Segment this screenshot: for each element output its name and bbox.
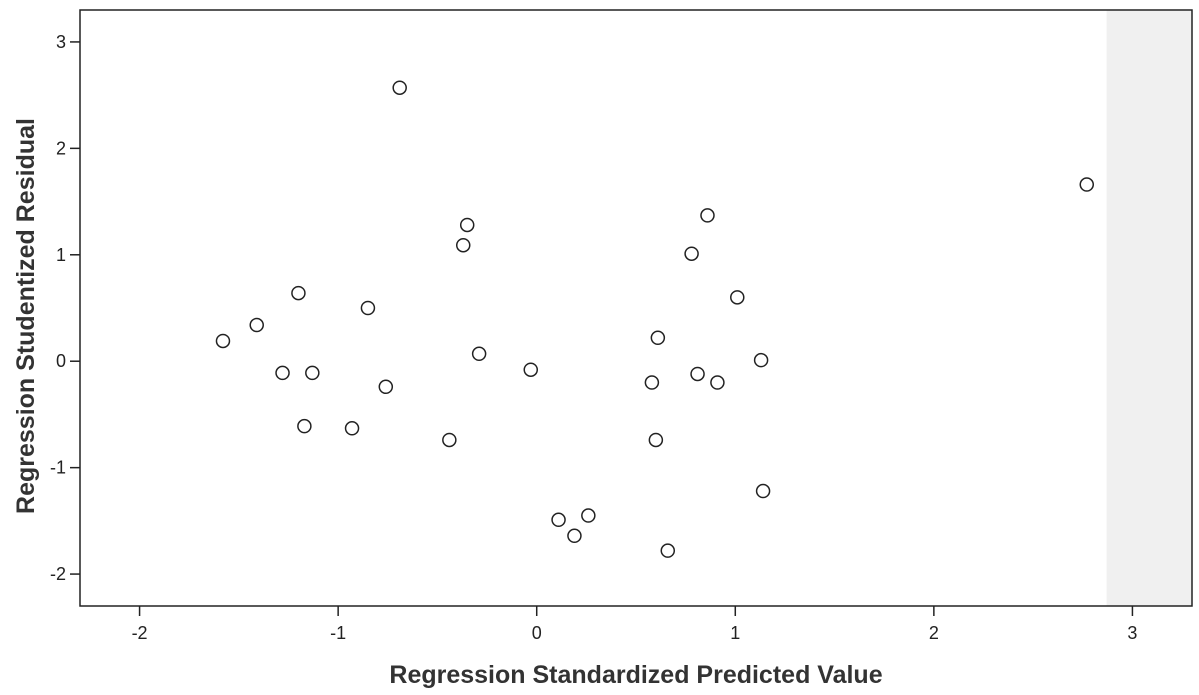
scatter-point — [753, 352, 769, 368]
scatter-point — [305, 365, 320, 381]
scatter-point — [1079, 177, 1095, 192]
scatter-point — [249, 317, 264, 333]
scatter-point — [459, 217, 475, 233]
plot-frame — [79, 9, 1193, 607]
y-axis-title: Regression Studentized Residual — [12, 118, 40, 514]
scatter-point — [344, 421, 360, 436]
y-tick-label: -1 — [50, 458, 66, 478]
x-tick-label: -2 — [132, 623, 148, 643]
scatter-point — [442, 432, 457, 448]
scatter-point — [581, 508, 596, 523]
x-tick-label: 1 — [730, 623, 740, 643]
scatter-point — [551, 512, 566, 528]
plot-area — [80, 10, 1192, 606]
scatter-point — [360, 300, 376, 316]
x-tick-label: 0 — [532, 623, 542, 643]
scatter-point — [378, 379, 394, 395]
scatter-point — [684, 246, 699, 261]
scatter-point — [755, 483, 771, 499]
x-tick-label: 2 — [929, 623, 939, 643]
scatter-point — [710, 375, 725, 390]
scatter-point — [523, 362, 539, 377]
y-tick-label: 2 — [56, 138, 66, 158]
scatter-point — [690, 366, 705, 382]
scatter-point — [648, 432, 664, 448]
scatter-point — [567, 528, 582, 544]
scatter-point — [730, 290, 745, 305]
scatter-point — [700, 208, 715, 223]
y-axis-ticks: -2 -1 0 1 2 3 — [50, 32, 80, 584]
scatter-point — [291, 285, 306, 301]
x-axis-title: Regression Standardized Predicted Value — [389, 661, 882, 689]
plot-margin-band — [1106, 10, 1192, 606]
scatter-point — [392, 80, 407, 95]
x-tick-label: -1 — [330, 623, 346, 643]
scatter-point — [471, 346, 487, 362]
y-tick-label: 3 — [56, 32, 66, 52]
scatter-point — [297, 418, 312, 434]
scatter-point — [660, 543, 676, 558]
scatter-point — [215, 333, 231, 349]
data-points — [215, 80, 1095, 558]
y-tick-label: 0 — [56, 351, 66, 371]
y-tick-label: -2 — [50, 564, 66, 584]
scatter-point — [275, 365, 290, 381]
scatter-point — [650, 330, 666, 346]
x-tick-label: 3 — [1127, 623, 1137, 643]
x-axis-ticks: -2 -1 0 1 2 3 — [132, 606, 1137, 643]
scatter-point — [644, 375, 660, 390]
y-tick-label: 1 — [56, 245, 66, 265]
scatter-point — [455, 237, 471, 253]
